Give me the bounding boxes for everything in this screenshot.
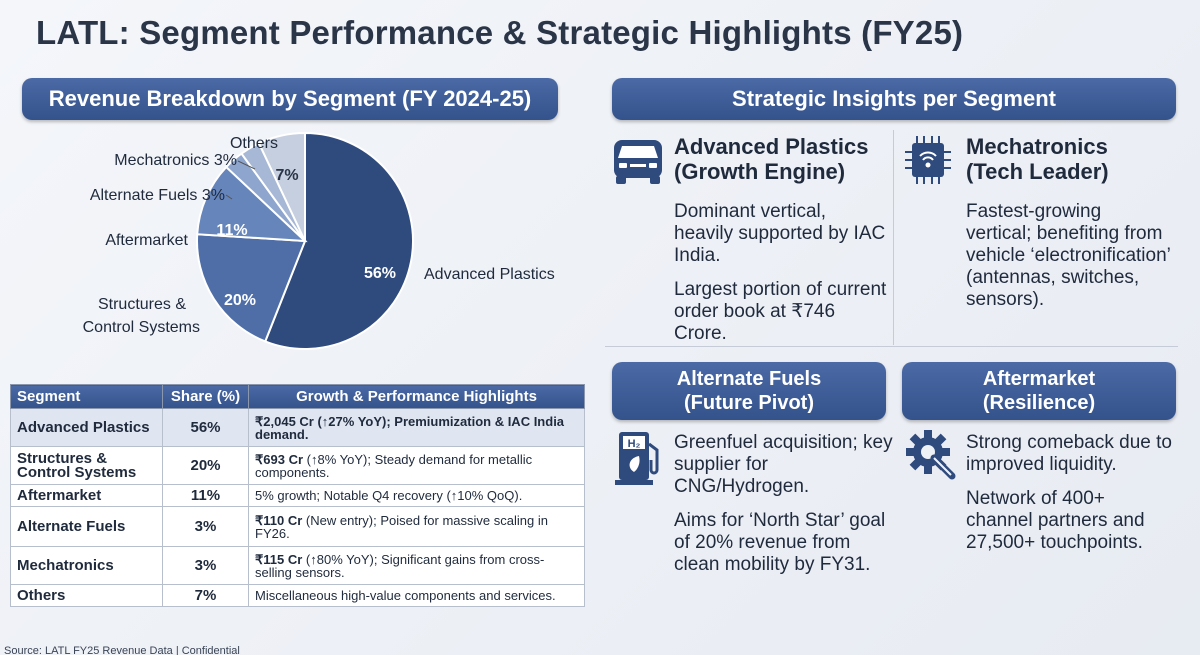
chip-icon <box>905 136 951 184</box>
insight-aftermarket-body: Strong comeback due to improved liquidit… <box>966 432 1176 566</box>
insight-mechatronics-body: Fastest-growing vertical; benefiting fro… <box>966 201 1171 323</box>
col-header-highlights: Growth & Performance Highlights <box>248 384 585 409</box>
insight-advanced-plastics-p1: Dominant vertical, heavily supported by … <box>674 201 886 266</box>
car-front-icon <box>614 140 662 184</box>
label-structures-line2: Control Systems <box>83 319 200 336</box>
segment-table: Segment Share (%) Growth & Performance H… <box>10 384 585 607</box>
label-structures-line1: Structures & <box>98 296 186 313</box>
alternate-fuels-header-line1: Alternate Fuels <box>676 368 822 390</box>
cell-segment: Aftermarket <box>10 484 163 507</box>
cell-highlight: ₹693 Cr (↑8% YoY); Steady demand for met… <box>248 446 585 485</box>
pie-slice-others <box>257 131 306 242</box>
cell-share: 7% <box>162 584 249 607</box>
cell-highlight-rest: (New entry); Poised for massive scaling … <box>255 512 548 541</box>
insight-advanced-plastics-title-line2: (Growth Engine) <box>674 159 846 184</box>
cell-highlight-bold: ₹115 Cr <box>255 551 303 567</box>
insight-advanced-plastics-p2: Largest portion of current order book at… <box>674 279 887 344</box>
cell-share: 3% <box>162 506 249 547</box>
col-header-segment: Segment <box>10 384 163 409</box>
insights-divider-vertical <box>893 130 894 345</box>
insight-advanced-plastics-body: Dominant vertical, heavily supported by … <box>674 201 889 357</box>
insight-mechatronics-title-line2: (Tech Leader) <box>966 159 1109 184</box>
fuel-pump-h2-label: H₂ <box>628 438 641 450</box>
table-row: Alternate Fuels 3% ₹110 Cr (New entry); … <box>10 506 585 547</box>
leader-line-mechatronics <box>237 160 256 170</box>
cell-highlight-bold: ₹693 Cr <box>255 451 304 467</box>
cell-highlight: Miscellaneous high-value components and … <box>248 584 585 607</box>
strategic-insights-header-text: Strategic Insights per Segment <box>732 86 1056 111</box>
table-row: Others 7% Miscellaneous high-value compo… <box>10 584 585 607</box>
pie-slice-aftermarket <box>196 165 308 243</box>
pct-label-advanced-plastics: 56% <box>364 265 396 282</box>
insight-mechatronics-p1: Fastest-growing vertical; benefiting fro… <box>966 201 1171 310</box>
cell-highlight: ₹2,045 Cr (↑27% YoY); Premiumization & I… <box>248 408 585 447</box>
insight-alternate-fuels-p1: Greenfuel acquisition; key supplier for … <box>674 432 893 497</box>
fuel-pump-icon: H₂ <box>615 432 659 485</box>
insight-advanced-plastics-title: Advanced Plastics (Growth Engine) <box>674 134 868 184</box>
pct-label-structures: 20% <box>224 292 256 309</box>
strategic-insights-header: Strategic Insights per Segment <box>612 78 1176 120</box>
aftermarket-header: Aftermarket (Resilience) <box>902 362 1176 420</box>
cell-highlight-rest: Miscellaneous high-value components and … <box>255 588 556 603</box>
cell-highlight-bold: ₹110 Cr <box>255 512 303 528</box>
cell-highlight-rest: (↑80% YoY); Significant gains from cross… <box>255 551 545 580</box>
table-row: Mechatronics 3% ₹115 Cr (↑80% YoY); Sign… <box>10 546 585 585</box>
aftermarket-header-line1: Aftermarket <box>982 368 1096 390</box>
cell-highlight-rest: 5% growth; Notable Q4 recovery (↑10% QoQ… <box>255 488 523 503</box>
pct-label-aftermarket: 11% <box>216 222 247 239</box>
cell-highlight-bold: ₹2,045 Cr (↑27% YoY); Premiumization & I… <box>255 413 565 442</box>
source-footnote: Source: LATL FY25 Revenue Data | Confide… <box>4 645 240 655</box>
label-advanced-plastics: Advanced Plastics <box>424 266 555 283</box>
cell-segment: Others <box>10 584 163 607</box>
aftermarket-header-line2: (Resilience) <box>982 392 1096 414</box>
alternate-fuels-header-line2: (Future Pivot) <box>684 392 814 414</box>
table-row: Structures & Control Systems 20% ₹693 Cr… <box>10 446 585 485</box>
alternate-fuels-header: Alternate Fuels (Future Pivot) <box>612 362 886 420</box>
cell-segment: Mechatronics <box>10 546 163 585</box>
insight-alternate-fuels-p2: Aims for ‘North Star’ goal of 20% revenu… <box>674 510 886 575</box>
revenue-breakdown-header-text: Revenue Breakdown by Segment (FY 2024-25… <box>48 86 532 111</box>
cell-share: 11% <box>162 484 249 507</box>
cell-share: 56% <box>162 408 249 447</box>
pie-slice-advanced-plastics <box>263 131 414 350</box>
cell-segment: Advanced Plastics <box>10 408 163 447</box>
pct-label-others: 7% <box>275 167 298 184</box>
cell-highlight: 5% growth; Notable Q4 recovery (↑10% QoQ… <box>248 484 585 507</box>
insight-aftermarket-p2: Network of 400+ channel partners and 27,… <box>966 488 1145 553</box>
col-header-share: Share (%) <box>162 384 249 409</box>
cell-highlight-rest: (↑8% YoY); Steady demand for metallic co… <box>255 451 533 480</box>
cell-share: 3% <box>162 546 249 585</box>
table-row: Aftermarket 11% 5% growth; Notable Q4 re… <box>10 484 585 507</box>
insight-mechatronics-title: Mechatronics (Tech Leader) <box>966 134 1109 184</box>
label-aftermarket: Aftermarket <box>105 232 188 249</box>
label-alternate-fuels: Alternate Fuels 3% <box>90 187 225 204</box>
pie-slice-structures <box>196 233 307 343</box>
table-header-row: Segment Share (%) Growth & Performance H… <box>10 384 585 409</box>
cell-segment: Alternate Fuels <box>10 506 163 547</box>
table-row: Advanced Plastics 56% ₹2,045 Cr (↑27% Yo… <box>10 408 585 447</box>
page-title: LATL: Segment Performance & Strategic Hi… <box>36 14 964 51</box>
revenue-pie-chart: 56% 20% 11% 7% Advanced Plastics Structu… <box>83 131 555 350</box>
cell-highlight: ₹115 Cr (↑80% YoY); Significant gains fr… <box>248 546 585 585</box>
insight-advanced-plastics-title-line1: Advanced Plastics <box>674 134 869 159</box>
label-others: Others <box>230 135 278 152</box>
insight-aftermarket-p1: Strong comeback due to improved liquidit… <box>966 432 1172 475</box>
insight-mechatronics-title-line1: Mechatronics <box>966 134 1108 159</box>
gear-wrench-icon <box>906 430 956 480</box>
cell-highlight: ₹110 Cr (New entry); Poised for massive … <box>248 506 585 547</box>
cell-share: 20% <box>162 446 249 485</box>
leader-line-alternate-fuels <box>225 194 233 200</box>
insight-alternate-fuels-body: Greenfuel acquisition; key supplier for … <box>674 432 896 588</box>
cell-segment: Structures & Control Systems <box>10 446 163 485</box>
revenue-breakdown-header: Revenue Breakdown by Segment (FY 2024-25… <box>22 78 558 120</box>
label-mechatronics: Mechatronics 3% <box>114 152 237 169</box>
insights-divider-horizontal <box>605 346 1178 347</box>
